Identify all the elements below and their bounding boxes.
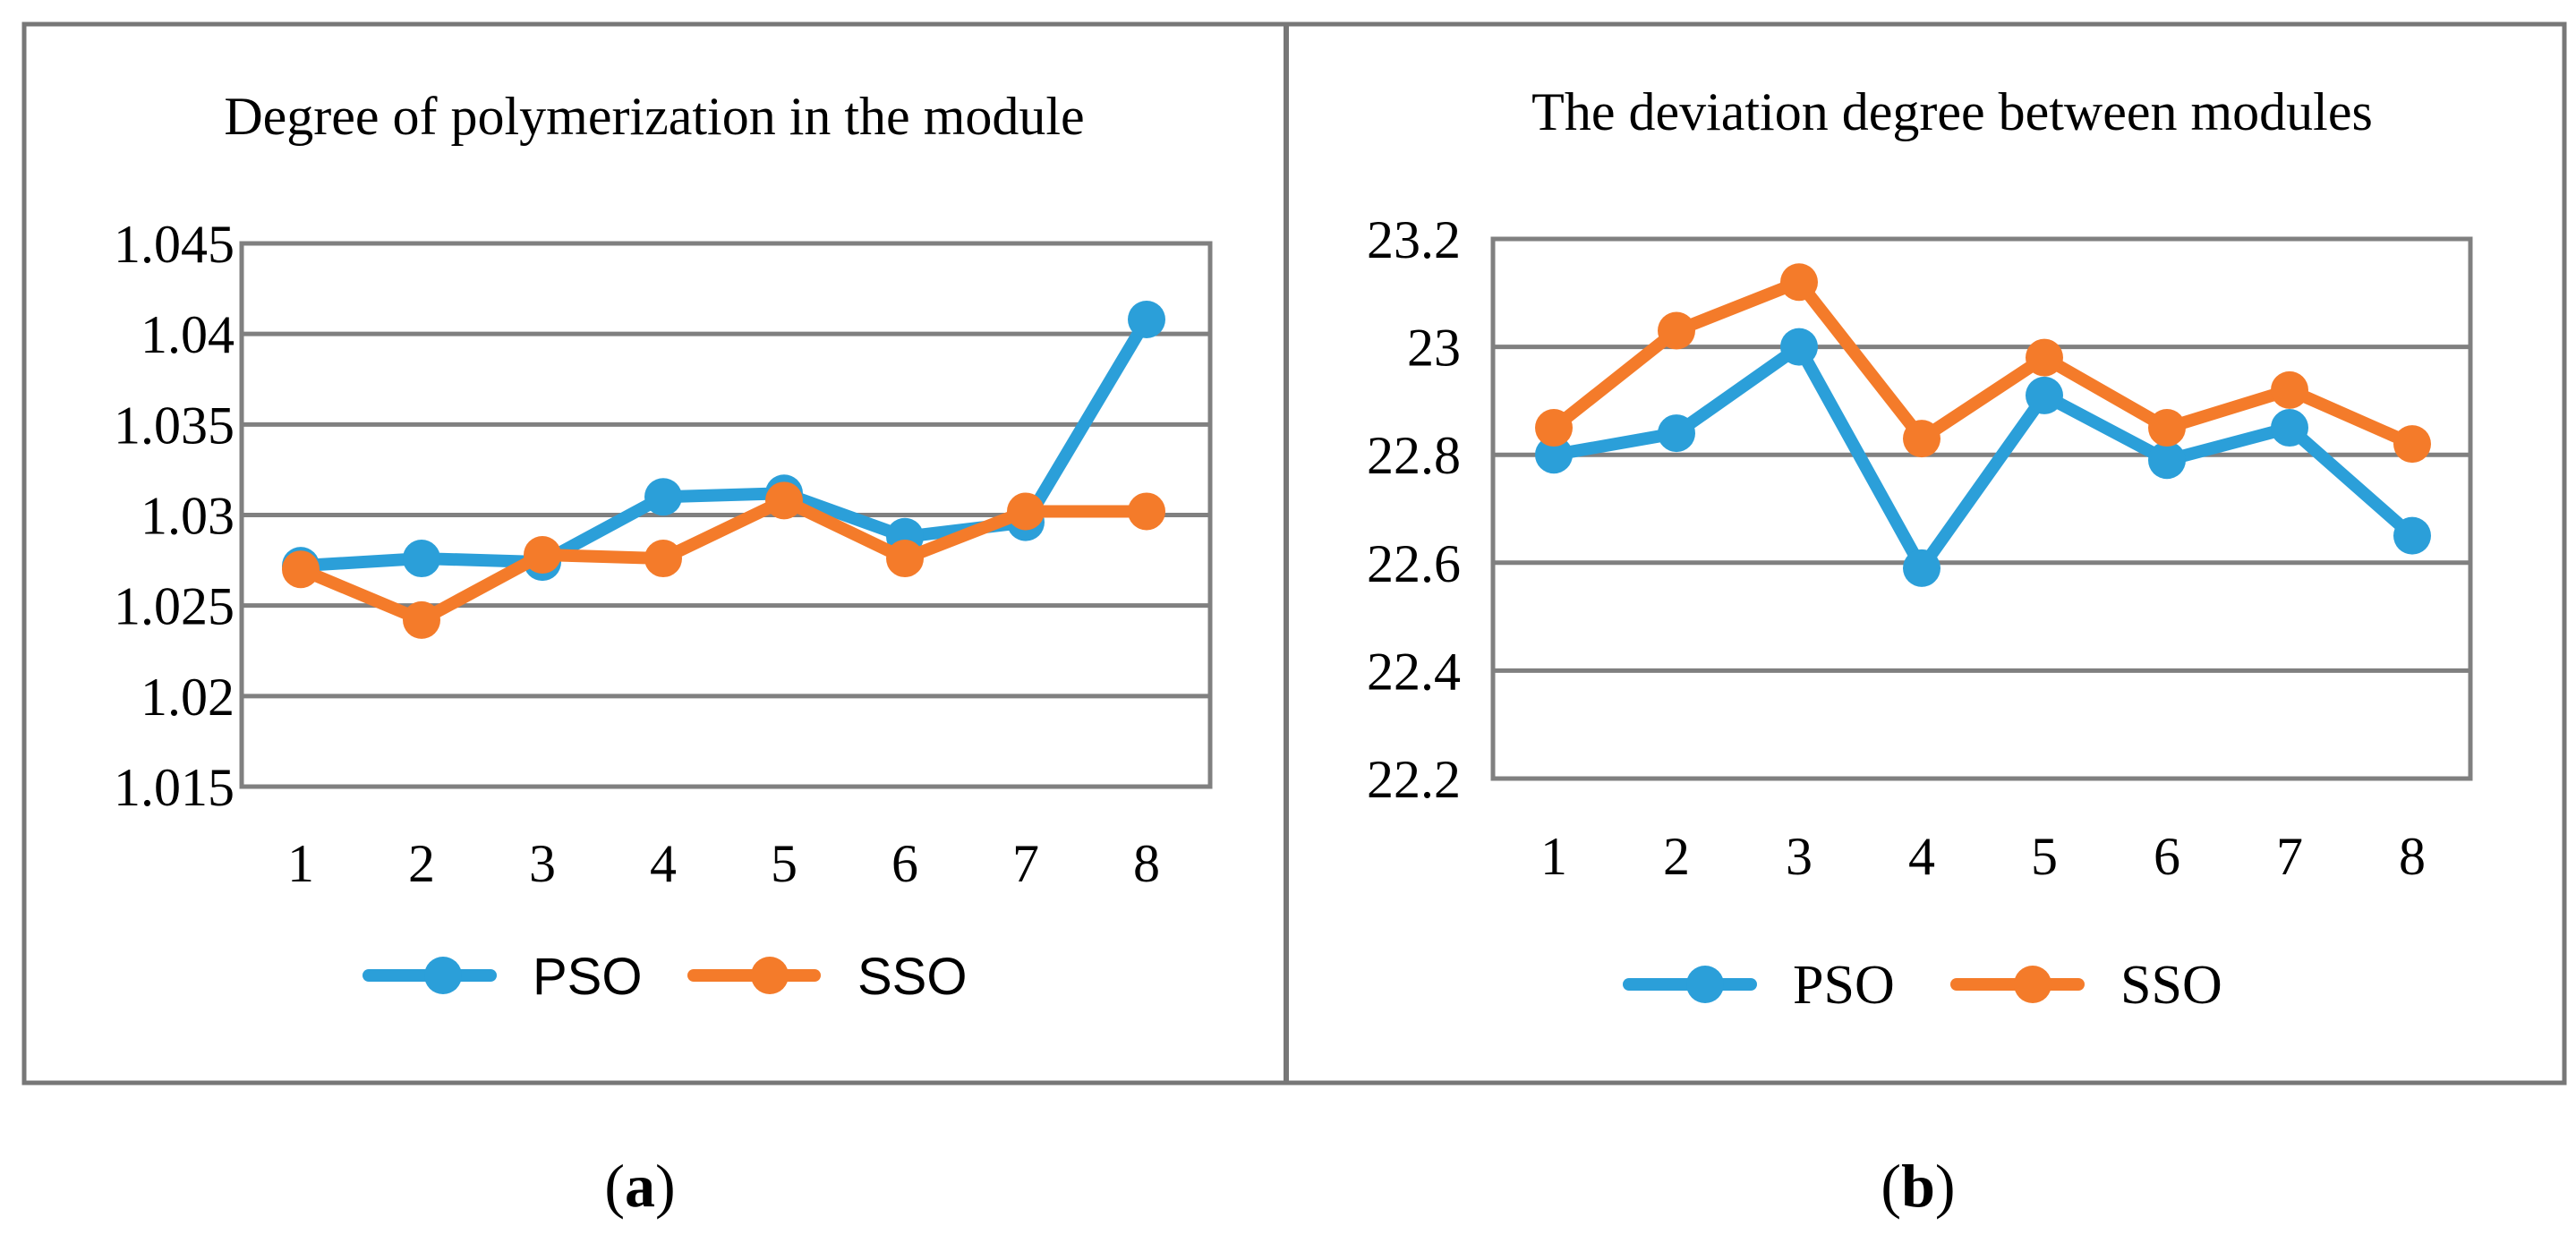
data-point-sso bbox=[1535, 409, 1573, 447]
gridlines bbox=[1490, 236, 2473, 781]
caption-close-paren: ) bbox=[1935, 1152, 1956, 1220]
y-tick-label: 1.04 bbox=[141, 305, 235, 364]
caption-close-paren: ) bbox=[655, 1152, 676, 1220]
series-layer bbox=[282, 300, 1165, 639]
y-tick-label: 22.4 bbox=[1367, 642, 1461, 701]
x-tick-label: 4 bbox=[650, 834, 677, 893]
data-point-pso bbox=[2026, 376, 2063, 414]
series-line-pso bbox=[1548, 340, 2418, 575]
legend-label-pso: PSO bbox=[1793, 955, 1895, 1016]
panel-caption: (a) bbox=[604, 1152, 675, 1220]
y-tick-label: 1.02 bbox=[141, 668, 235, 727]
x-tick-label: 5 bbox=[2031, 827, 2058, 886]
legend-marker-sso bbox=[2014, 966, 2051, 1003]
chart-title: The deviation degree between modules bbox=[1531, 82, 2373, 141]
x-tick-label: 4 bbox=[1908, 827, 1935, 886]
data-point-pso bbox=[644, 478, 682, 516]
data-point-pso bbox=[1658, 414, 1695, 453]
x-tick-label: 3 bbox=[529, 834, 556, 893]
x-tick-label: 8 bbox=[2399, 827, 2426, 886]
x-tick-label: 7 bbox=[1012, 834, 1039, 893]
x-tick-label: 5 bbox=[771, 834, 798, 893]
data-point-pso bbox=[1535, 436, 1573, 474]
chart-title: Degree of polymerization in the module bbox=[224, 87, 1084, 146]
series-line-sso bbox=[1548, 276, 2418, 451]
x-tick-label: 6 bbox=[2154, 827, 2180, 886]
y-tick-label: 22.6 bbox=[1367, 534, 1461, 593]
x-tick-label: 2 bbox=[1663, 827, 1690, 886]
y-axis-ticks: 1.015 1.02 1.025 1.03 1.035 1.04 1.045 bbox=[114, 215, 235, 817]
x-axis-ticks: 1 2 3 4 5 6 7 8 bbox=[287, 834, 1160, 893]
x-tick-label: 8 bbox=[1133, 834, 1160, 893]
y-tick-label: 1.045 bbox=[114, 215, 235, 274]
y-tick-label: 1.035 bbox=[114, 396, 235, 455]
data-point-pso bbox=[1903, 549, 1941, 587]
x-tick-label: 6 bbox=[891, 834, 918, 893]
chart-panel-a: Degree of polymerization in the module 1… bbox=[114, 87, 1213, 1220]
caption-open-paren: ( bbox=[604, 1152, 625, 1220]
series-line-sso bbox=[294, 494, 1153, 626]
chart-panel-b: The deviation degree between modules 22.… bbox=[1367, 82, 2473, 1220]
legend-marker-sso bbox=[751, 957, 789, 994]
y-tick-label: 1.03 bbox=[141, 487, 235, 546]
legend-label-sso: SSO bbox=[857, 948, 968, 1006]
x-tick-label: 1 bbox=[1540, 827, 1567, 886]
x-tick-label: 7 bbox=[2276, 827, 2303, 886]
data-point-sso bbox=[1903, 420, 1941, 458]
legend-marker-pso bbox=[424, 957, 462, 994]
x-axis-ticks: 1 2 3 4 5 6 7 8 bbox=[1540, 827, 2426, 886]
data-point-sso bbox=[2148, 409, 2186, 447]
data-point-sso bbox=[765, 481, 803, 520]
data-point-sso bbox=[1780, 263, 1818, 302]
data-point-pso bbox=[2271, 409, 2308, 447]
data-point-pso bbox=[403, 540, 440, 578]
y-tick-label: 22.2 bbox=[1367, 750, 1461, 809]
caption-open-paren: ( bbox=[1881, 1152, 1901, 1220]
caption-letter: b bbox=[1901, 1152, 1935, 1220]
data-point-pso bbox=[2148, 441, 2186, 480]
data-point-sso bbox=[1007, 492, 1045, 531]
data-point-sso bbox=[2393, 425, 2431, 464]
data-point-sso bbox=[403, 600, 440, 639]
y-axis-ticks: 22.2 22.4 22.6 22.8 23 23.2 bbox=[1367, 210, 1461, 809]
y-tick-label: 1.015 bbox=[114, 758, 235, 817]
plot-area-border bbox=[1490, 236, 2473, 781]
legend: PSO SSO bbox=[1623, 955, 2222, 1016]
data-point-sso bbox=[1128, 492, 1165, 531]
caption-letter: a bbox=[625, 1152, 655, 1220]
data-point-sso bbox=[2026, 338, 2063, 377]
x-tick-label: 2 bbox=[408, 834, 435, 893]
data-point-pso bbox=[1128, 300, 1165, 338]
y-tick-label: 23 bbox=[1407, 319, 1461, 378]
legend: PSO SSO bbox=[363, 948, 968, 1006]
data-point-sso bbox=[644, 540, 682, 578]
series-layer bbox=[1535, 263, 2431, 587]
y-tick-label: 1.025 bbox=[114, 577, 235, 636]
data-point-sso bbox=[886, 540, 924, 578]
data-point-sso bbox=[524, 536, 561, 575]
data-point-pso bbox=[1780, 328, 1818, 366]
y-tick-label: 23.2 bbox=[1367, 210, 1461, 269]
legend-label-pso: PSO bbox=[533, 948, 643, 1006]
legend-label-sso: SSO bbox=[2120, 955, 2222, 1016]
x-tick-label: 1 bbox=[287, 834, 314, 893]
panel-caption: (b) bbox=[1881, 1152, 1955, 1220]
x-tick-label: 3 bbox=[1786, 827, 1813, 886]
data-point-sso bbox=[2271, 370, 2308, 409]
data-point-sso bbox=[1658, 311, 1695, 350]
legend-marker-pso bbox=[1686, 966, 1724, 1003]
data-point-pso bbox=[2393, 516, 2431, 555]
data-point-sso bbox=[282, 550, 320, 589]
figure-frame bbox=[21, 21, 2567, 1085]
y-tick-label: 22.8 bbox=[1367, 426, 1461, 485]
